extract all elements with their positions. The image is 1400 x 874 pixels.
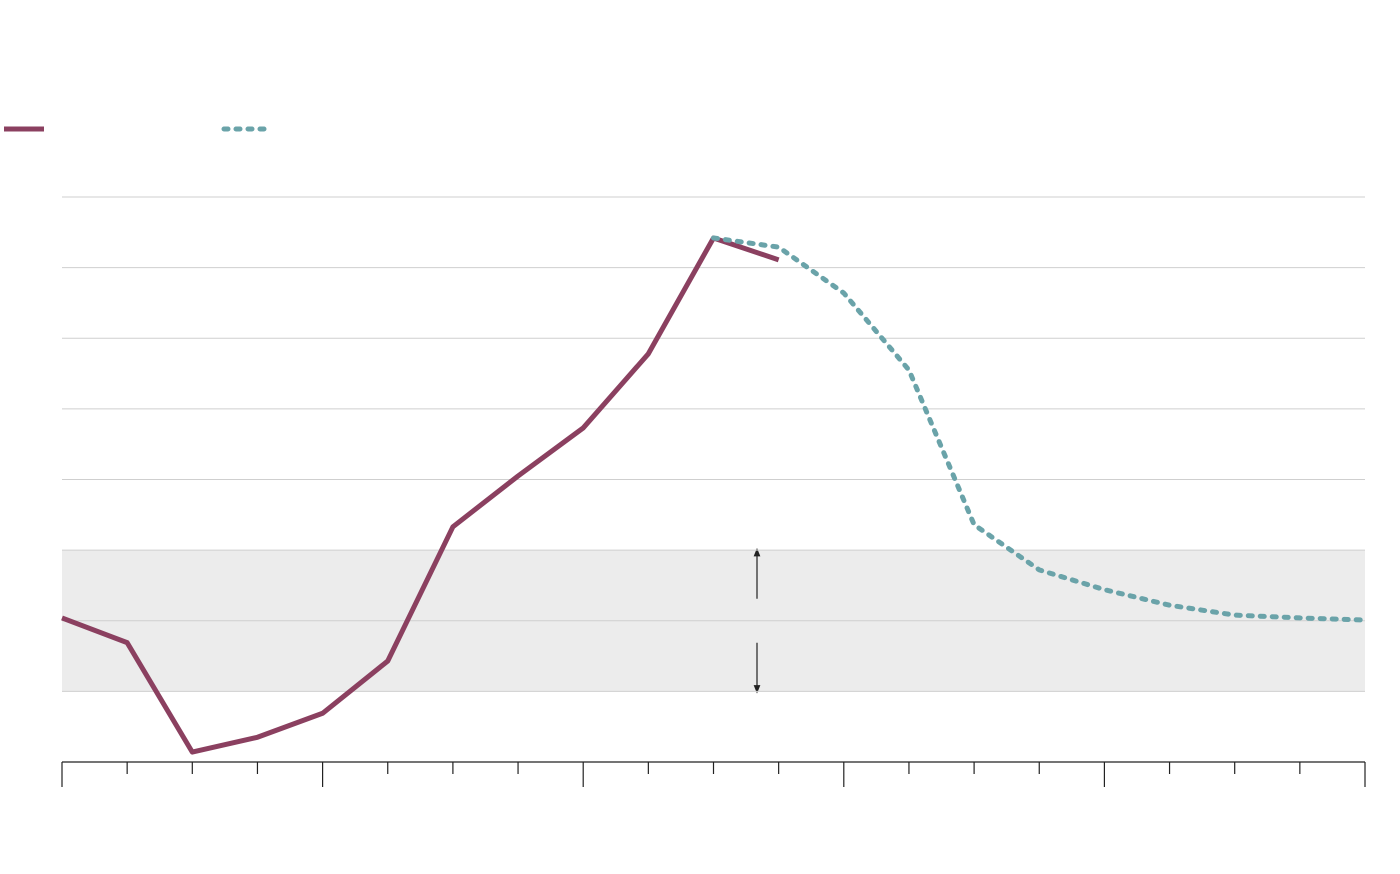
series-line (61, 235, 780, 755)
series-line (711, 235, 1368, 623)
